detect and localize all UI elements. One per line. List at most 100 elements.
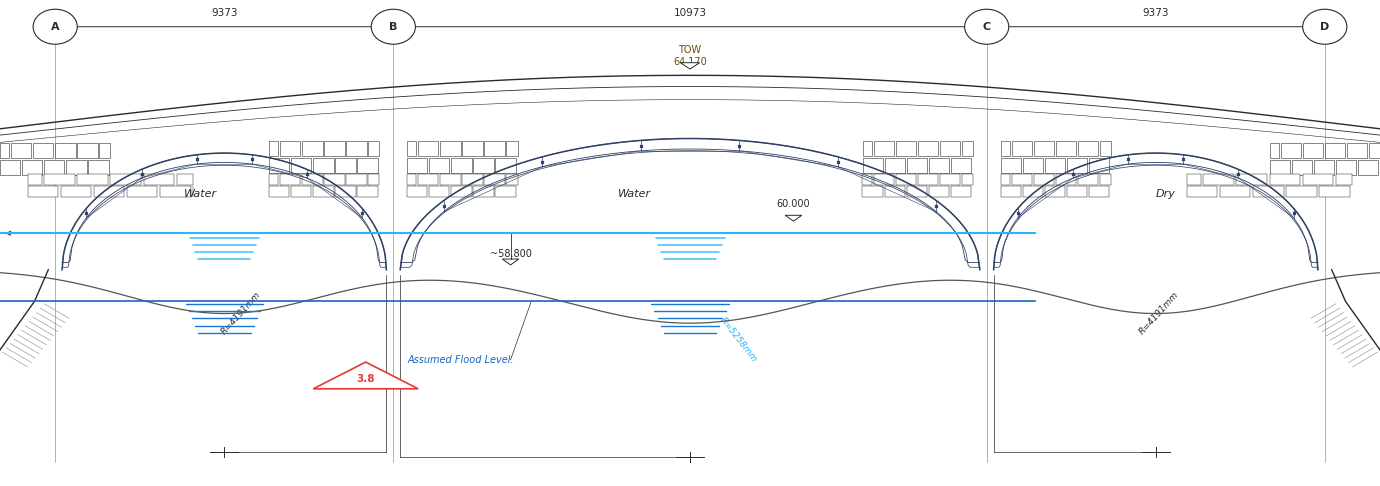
- Text: B: B: [389, 22, 397, 32]
- Bar: [44, 174, 75, 185]
- Polygon shape: [502, 259, 519, 265]
- Bar: [1089, 157, 1110, 173]
- Bar: [907, 186, 927, 197]
- Bar: [0, 143, 10, 158]
- Text: 9373: 9373: [1143, 8, 1169, 18]
- Bar: [495, 186, 516, 197]
- Bar: [269, 140, 279, 156]
- Bar: [1000, 140, 1010, 156]
- Bar: [929, 157, 949, 173]
- Bar: [1187, 186, 1217, 197]
- Bar: [28, 186, 58, 197]
- Bar: [1056, 140, 1076, 156]
- Text: ~58.800: ~58.800: [490, 249, 531, 259]
- Bar: [862, 186, 883, 197]
- Bar: [1253, 186, 1283, 197]
- Bar: [44, 160, 65, 175]
- Bar: [144, 174, 174, 185]
- Bar: [1286, 186, 1317, 197]
- Bar: [896, 174, 916, 185]
- Bar: [368, 174, 380, 185]
- Bar: [335, 186, 356, 197]
- Bar: [280, 174, 301, 185]
- Bar: [1281, 143, 1301, 158]
- Text: Assumed Flood Level.: Assumed Flood Level.: [407, 355, 513, 364]
- Bar: [1270, 160, 1290, 175]
- Bar: [473, 157, 494, 173]
- Bar: [940, 174, 960, 185]
- Ellipse shape: [33, 9, 77, 44]
- Bar: [962, 140, 973, 156]
- Bar: [357, 157, 378, 173]
- Bar: [1369, 143, 1380, 158]
- Ellipse shape: [1303, 9, 1347, 44]
- Bar: [962, 174, 973, 185]
- Bar: [313, 157, 334, 173]
- Bar: [280, 140, 301, 156]
- Bar: [407, 174, 417, 185]
- Bar: [269, 174, 279, 185]
- Bar: [1203, 174, 1234, 185]
- Bar: [418, 174, 439, 185]
- Bar: [160, 186, 190, 197]
- Bar: [1220, 186, 1250, 197]
- Bar: [1078, 174, 1098, 185]
- Text: TOW: TOW: [679, 45, 701, 55]
- Bar: [418, 140, 439, 156]
- Bar: [1336, 160, 1357, 175]
- Bar: [1347, 143, 1368, 158]
- Bar: [440, 174, 461, 185]
- Text: 10973: 10973: [673, 8, 707, 18]
- Bar: [440, 140, 461, 156]
- Bar: [885, 157, 905, 173]
- Bar: [302, 174, 323, 185]
- Bar: [1187, 174, 1201, 185]
- Bar: [862, 157, 883, 173]
- Bar: [335, 157, 356, 173]
- Bar: [22, 160, 43, 175]
- Bar: [473, 186, 494, 197]
- Bar: [862, 140, 872, 156]
- Bar: [929, 186, 949, 197]
- Bar: [429, 157, 450, 173]
- Bar: [177, 174, 193, 185]
- Bar: [1270, 143, 1279, 158]
- Bar: [1034, 140, 1054, 156]
- Bar: [429, 186, 450, 197]
- Bar: [462, 140, 483, 156]
- Bar: [66, 160, 87, 175]
- Bar: [1325, 143, 1346, 158]
- Ellipse shape: [371, 9, 415, 44]
- Bar: [1000, 186, 1021, 197]
- Bar: [1078, 140, 1098, 156]
- Bar: [1012, 174, 1032, 185]
- Bar: [1236, 174, 1267, 185]
- Bar: [484, 174, 505, 185]
- Bar: [907, 157, 927, 173]
- Bar: [127, 186, 157, 197]
- Bar: [346, 140, 367, 156]
- Bar: [1067, 186, 1087, 197]
- Polygon shape: [680, 63, 700, 69]
- Polygon shape: [785, 215, 802, 221]
- Text: R=5258mm: R=5258mm: [718, 316, 759, 364]
- Text: R=4191mm: R=4191mm: [219, 290, 264, 337]
- Bar: [346, 174, 367, 185]
- Bar: [1023, 157, 1043, 173]
- Text: A: A: [51, 22, 59, 32]
- Bar: [313, 186, 334, 197]
- Bar: [451, 157, 472, 173]
- Bar: [1303, 143, 1323, 158]
- Bar: [1358, 160, 1379, 175]
- Bar: [357, 186, 378, 197]
- Bar: [1012, 140, 1032, 156]
- Bar: [495, 157, 516, 173]
- Bar: [1089, 186, 1110, 197]
- Bar: [368, 140, 380, 156]
- Bar: [291, 186, 312, 197]
- Text: 9373: 9373: [211, 8, 237, 18]
- Bar: [940, 140, 960, 156]
- Bar: [407, 140, 417, 156]
- Bar: [1336, 174, 1352, 185]
- Bar: [1314, 160, 1334, 175]
